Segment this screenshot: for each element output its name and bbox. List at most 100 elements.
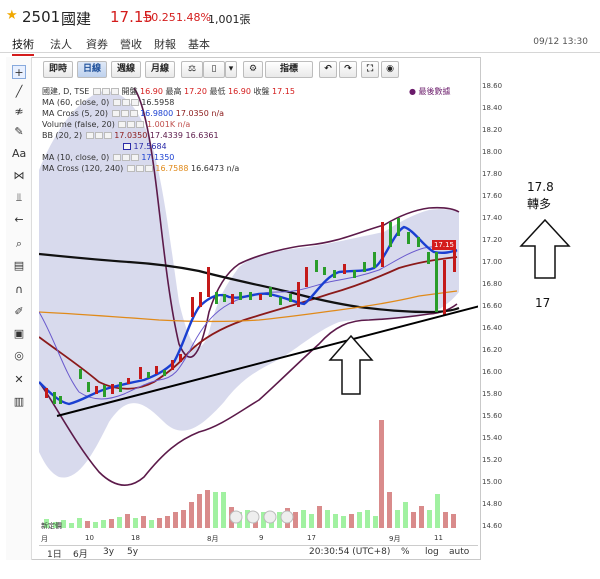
close-icon[interactable] xyxy=(103,132,112,139)
eye-icon[interactable] xyxy=(111,110,120,117)
interval-monthly-button[interactable]: 月線 xyxy=(145,61,175,78)
drawing-toolbar: + ╱ ≉ ✎ Aa ⋈ ⫫ ← ⌕ ▤ ∩ ✐ ▣ ◎ ✕ ▥ xyxy=(6,57,32,560)
y-tick: 17.60 xyxy=(482,192,503,200)
legend-symbol: 國建, D, TSE xyxy=(42,87,90,96)
indicator-button[interactable]: 指標 xyxy=(265,61,313,78)
close-icon[interactable] xyxy=(130,99,139,106)
x-tick: 月 xyxy=(41,535,48,543)
trendline-icon[interactable]: ╱ xyxy=(15,85,23,98)
legend-ma10-value: 17.1350 xyxy=(141,153,175,162)
range-bar: 1日 6月 3y 5y 20:30:54 (UTC+8) % log auto xyxy=(39,545,478,560)
favorite-star-icon[interactable]: ★ xyxy=(6,8,18,23)
close-icon[interactable] xyxy=(136,121,145,128)
settings-icon[interactable] xyxy=(127,121,136,128)
settings-icon[interactable] xyxy=(135,165,144,172)
log-toggle[interactable]: log xyxy=(425,547,439,557)
remove-tools-icon[interactable]: ✕ xyxy=(14,373,24,386)
tab-institutional[interactable]: 法人 xyxy=(50,38,72,51)
eye-icon[interactable] xyxy=(85,132,94,139)
tab-technical[interactable]: 技術 xyxy=(12,36,34,56)
camera-icon[interactable]: ◉ xyxy=(381,61,399,78)
interval-realtime-button[interactable]: 即時 xyxy=(43,61,73,78)
eye-icon[interactable] xyxy=(112,99,121,106)
tab-basic[interactable]: 基本 xyxy=(188,38,210,51)
legend-bb-lower: 16.6361 xyxy=(185,131,219,140)
last-data-link[interactable]: ● 最後數據 xyxy=(409,87,451,96)
legend-volume-value: 1.001K xyxy=(146,120,176,129)
pattern-icon[interactable]: ⋈ xyxy=(13,169,25,182)
fib-icon[interactable]: ≉ xyxy=(14,105,24,118)
support-trendline[interactable] xyxy=(56,305,478,417)
range-1d-button[interactable]: 1日 xyxy=(47,550,62,560)
volume: 1,001張 xyxy=(208,13,251,26)
auto-toggle[interactable]: auto xyxy=(449,547,470,557)
settings-icon[interactable] xyxy=(101,88,110,95)
gear-icon[interactable]: ⚙ xyxy=(243,61,263,78)
price-chart[interactable]: 新定價 xyxy=(39,82,478,530)
legend-ma240-value: 16.6473 xyxy=(191,164,225,173)
settings-icon[interactable] xyxy=(94,132,103,139)
crosshair-icon[interactable]: + xyxy=(12,65,26,79)
eye-icon[interactable] xyxy=(126,165,135,172)
ma10-line xyxy=(39,246,458,400)
eye-icon[interactable] xyxy=(118,121,127,128)
chevron-down-icon[interactable]: ▾ xyxy=(225,61,237,78)
interval-daily-button[interactable]: 日線 xyxy=(77,61,107,78)
y-tick: 15.40 xyxy=(482,434,503,442)
legend-ma-cross-na: n/a xyxy=(211,109,225,118)
range-5y-button[interactable]: 5y xyxy=(127,547,139,557)
legend-low: 16.90 xyxy=(228,87,251,96)
lock-icon[interactable]: ▣ xyxy=(13,327,25,340)
y-tick: 14.80 xyxy=(482,500,503,508)
percent-toggle[interactable]: % xyxy=(401,547,410,557)
y-tick: 15.00 xyxy=(482,478,503,486)
y-tick: 14.60 xyxy=(482,522,503,530)
magnet-icon[interactable]: ∩ xyxy=(14,283,24,296)
legend-ma120-value: 16.7588 xyxy=(155,164,189,173)
tab-financials[interactable]: 財報 xyxy=(154,38,176,51)
y-tick: 16.80 xyxy=(482,280,503,288)
legend-ma60-name: MA (60, close, 0) xyxy=(42,98,110,107)
tab-margin[interactable]: 資券 xyxy=(86,38,108,51)
settings-icon[interactable] xyxy=(120,110,129,117)
brush-icon[interactable]: ✎ xyxy=(14,125,24,138)
range-3y-button[interactable]: 3y xyxy=(103,547,115,557)
trash-icon[interactable]: ▥ xyxy=(13,395,25,408)
close-icon[interactable] xyxy=(144,165,153,172)
undo-icon[interactable]: ↶ xyxy=(319,61,337,78)
candlestick-series xyxy=(45,218,456,404)
text-icon[interactable]: Aa xyxy=(12,147,27,160)
close-icon[interactable] xyxy=(130,154,139,161)
settings-icon[interactable] xyxy=(121,154,130,161)
measure-icon[interactable]: ⫫ xyxy=(15,191,23,204)
scale-icon[interactable]: ⚖ xyxy=(181,61,203,78)
price-change: +0.25 xyxy=(142,11,176,24)
bollinger-upper-line xyxy=(133,87,460,358)
new-price-label: 新定價 xyxy=(41,521,62,530)
y-tick: 16.60 xyxy=(482,302,503,310)
zoom-icon[interactable]: ⌕ xyxy=(15,237,23,250)
tab-revenue[interactable]: 營收 xyxy=(120,38,142,51)
eye-icon[interactable] xyxy=(112,154,121,161)
zoom-controls[interactable] xyxy=(229,510,294,524)
close-icon[interactable] xyxy=(129,110,138,117)
range-6m-button[interactable]: 6月 xyxy=(73,550,88,560)
fullscreen-icon[interactable]: ⛶ xyxy=(361,61,379,78)
redo-icon[interactable]: ↷ xyxy=(339,61,357,78)
eye-hide-icon[interactable]: ◎ xyxy=(14,349,24,362)
y-tick: 16.00 xyxy=(482,368,503,376)
x-tick: 18 xyxy=(131,534,140,542)
legend-high: 17.20 xyxy=(184,87,207,96)
ruler-icon[interactable]: ▤ xyxy=(13,259,25,272)
settings-icon[interactable] xyxy=(121,99,130,106)
eye-icon[interactable] xyxy=(92,88,101,95)
volume-series xyxy=(44,420,456,528)
arrow-left-icon[interactable]: ← xyxy=(14,213,24,226)
pencil-icon[interactable]: ✐ xyxy=(14,305,24,318)
up-arrow-icon xyxy=(328,334,374,395)
chart-type-icon[interactable]: ▯ xyxy=(203,61,225,78)
settings-icon[interactable] xyxy=(123,143,131,150)
legend-high-label: 最高 xyxy=(165,87,182,96)
interval-weekly-button[interactable]: 週線 xyxy=(111,61,141,78)
close-icon[interactable] xyxy=(110,88,119,95)
